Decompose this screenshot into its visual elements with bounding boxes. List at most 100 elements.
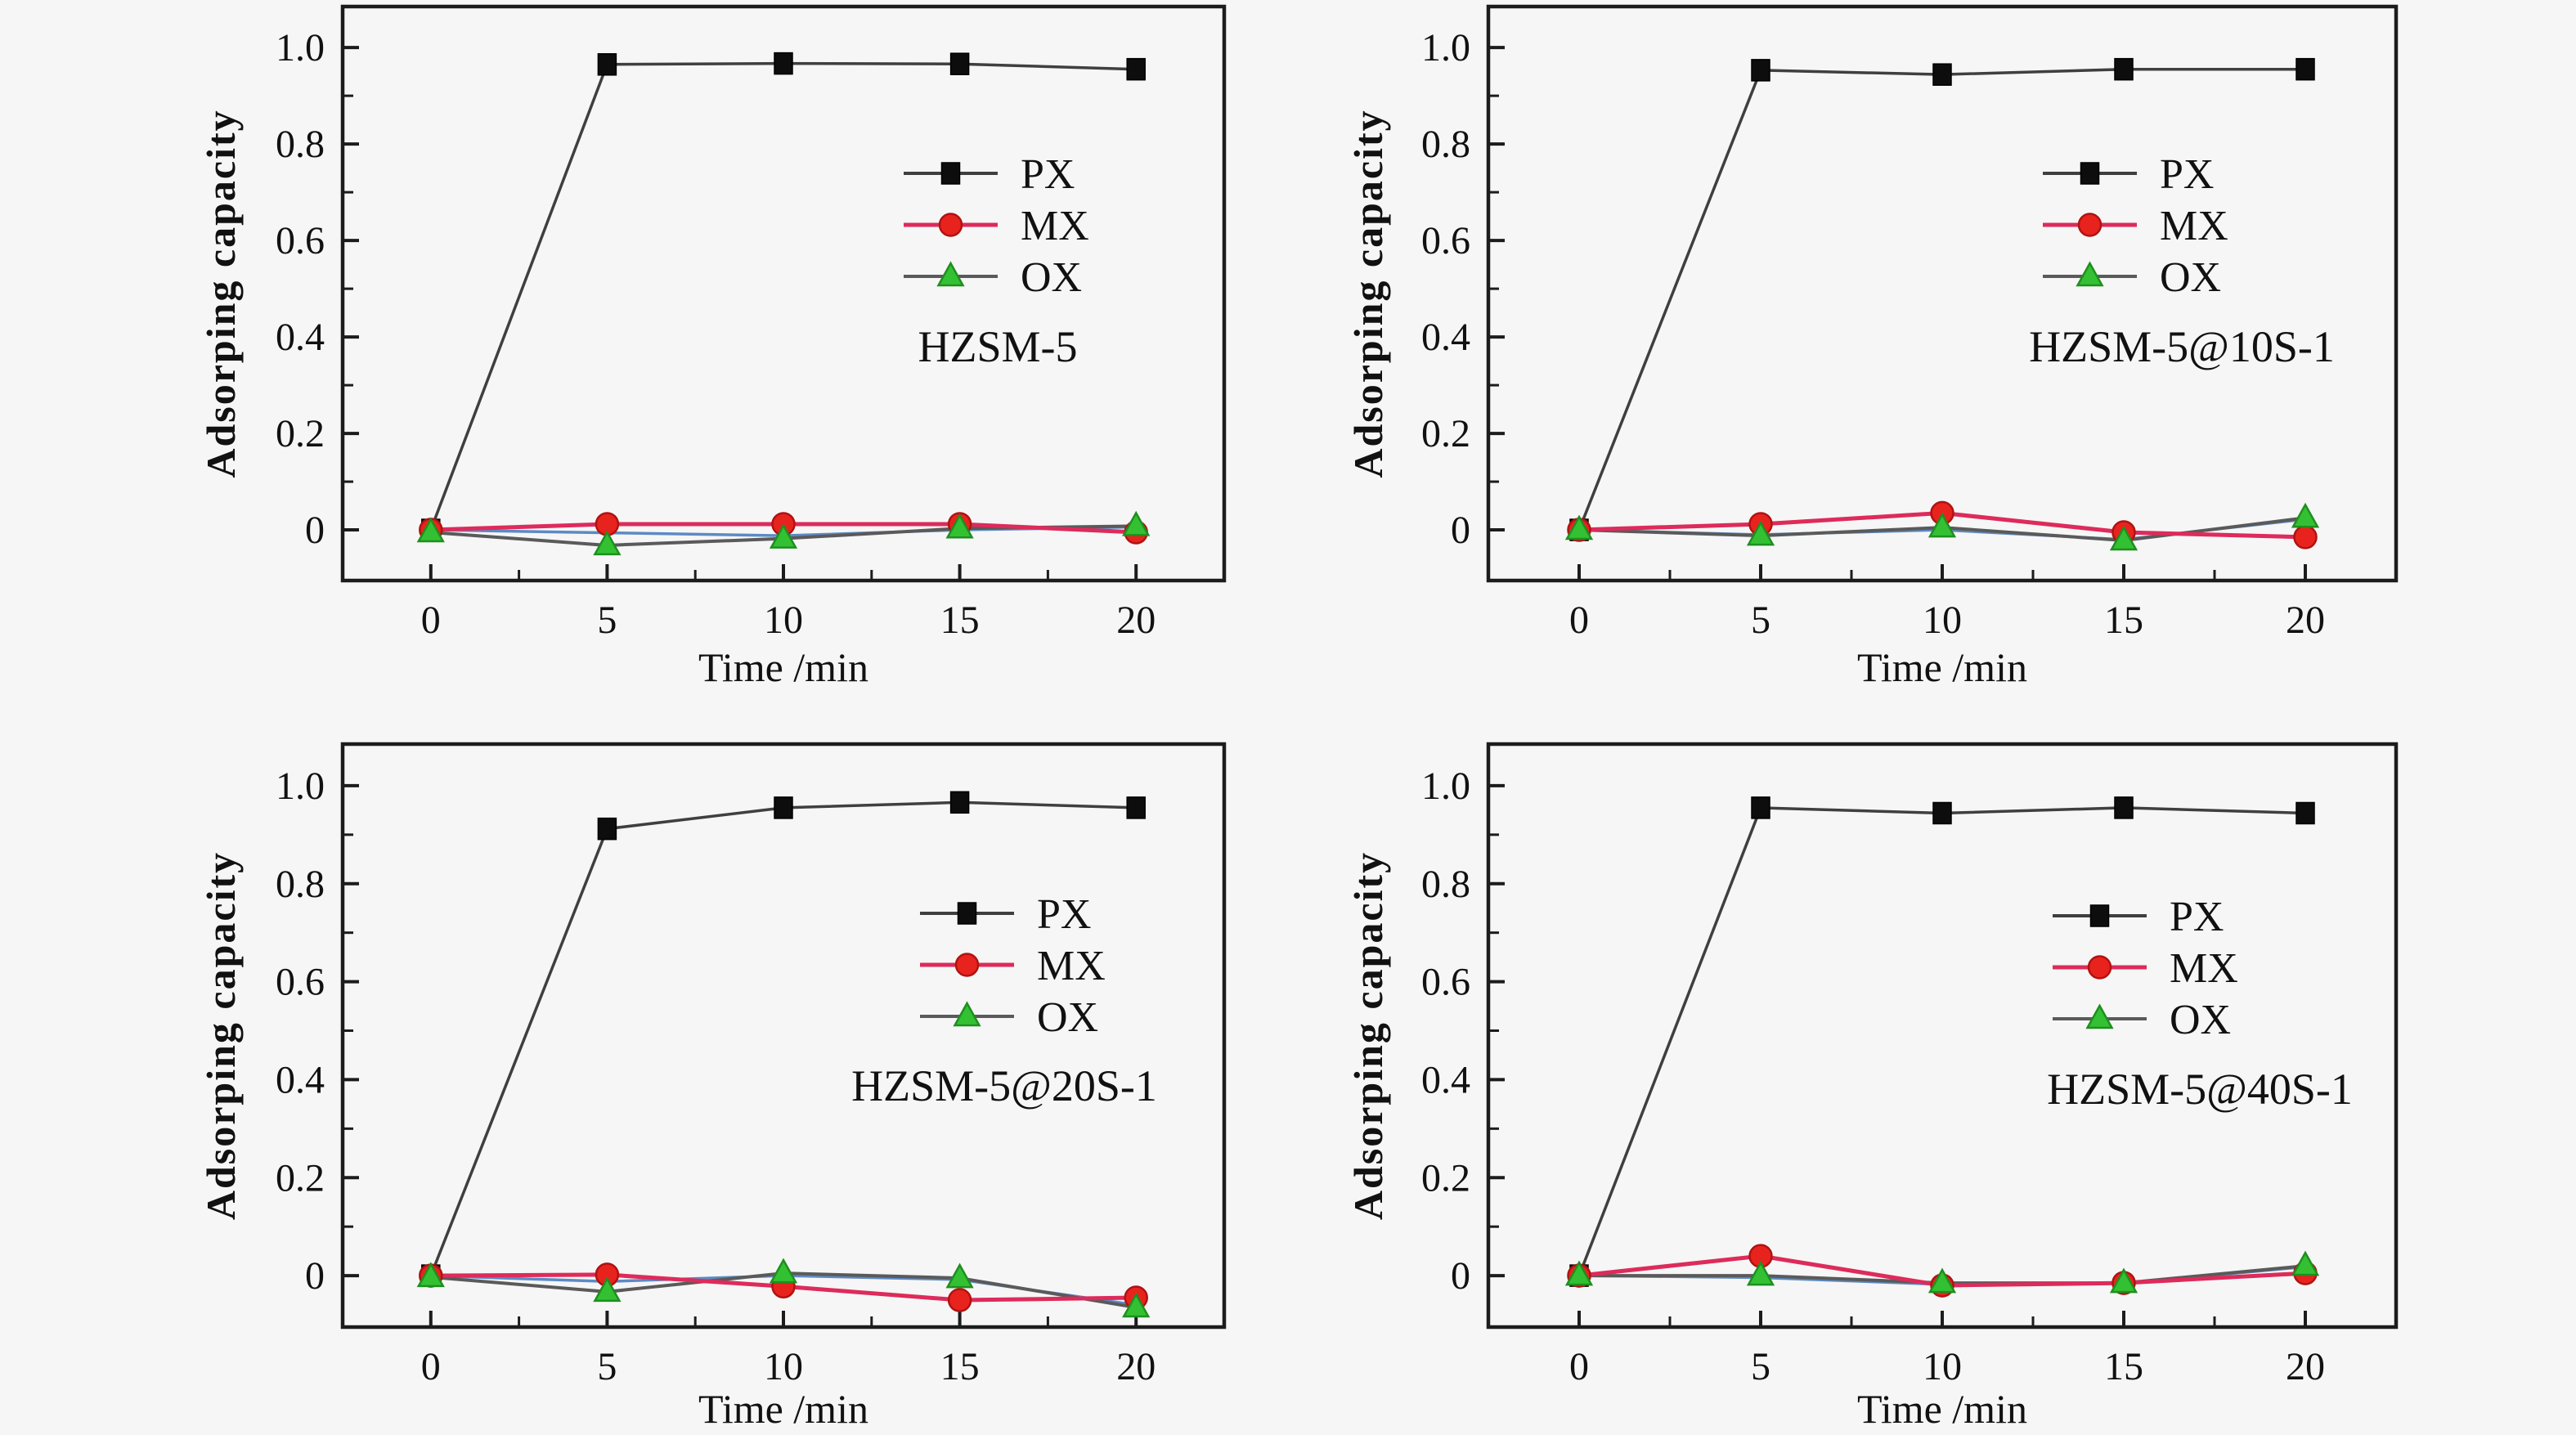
legend-triangle-marker: [2085, 1003, 2114, 1029]
mx-marker: [947, 1288, 972, 1312]
px-marker: [2296, 801, 2315, 825]
legend-item-px: PX: [2043, 151, 2214, 198]
x-tick-label: 20: [1116, 1345, 1156, 1388]
plot-frame: [1486, 4, 2399, 583]
x-tick-label: 15: [940, 599, 980, 642]
ox-marker: [2291, 1250, 2320, 1276]
legend: PX MX OX: [2053, 894, 2238, 1043]
x-tick-label: 5: [1751, 1345, 1770, 1388]
chart-hzsm-5-40s-1: 0 0.2 0.4 0.6 0.8 1.0 0 5 10 15 20 Time /min Adsorpi…: [1345, 742, 2399, 1432]
y-tick-label: 0.2: [276, 412, 325, 455]
legend-square-marker: [2080, 162, 2100, 185]
y-tick-label: 0.4: [1421, 316, 1470, 359]
legend-label: OX: [1037, 994, 1098, 1041]
px-marker: [2114, 796, 2134, 819]
x-axis-label: Time /min: [1857, 1386, 2027, 1432]
y-tick-label: 0: [1451, 509, 1470, 552]
y-tick-label: 0.4: [1421, 1058, 1470, 1101]
y-axis-label: Adsorping capacity: [1345, 109, 1391, 478]
legend-label: OX: [2170, 997, 2231, 1043]
y-tick-label: 0.4: [276, 316, 325, 359]
ox-marker: [1564, 514, 1594, 540]
chart-hzsm-5: 0 0.2 0.4 0.6 0.8 1.0 0 5 10 15 20 Time /min Adsorpi…: [198, 4, 1227, 690]
legend-square-marker: [2089, 904, 2110, 927]
legend-label: PX: [1021, 151, 1075, 198]
legend-label: MX: [2170, 945, 2238, 992]
ox-marker: [769, 1258, 798, 1284]
y-axis-label: Adsorping capacity: [1345, 851, 1391, 1220]
ox-marker: [1746, 1260, 1775, 1286]
legend-label: PX: [2160, 151, 2214, 198]
px-marker: [949, 791, 970, 814]
legend-item-mx: MX: [904, 203, 1089, 249]
x-tick-label: 5: [1751, 599, 1770, 642]
legend-circle-marker: [938, 213, 963, 237]
y-tick-label: 0.6: [276, 961, 325, 1004]
x-axis-label: Time /min: [698, 1386, 868, 1432]
mx-marker: [2293, 525, 2318, 549]
legend: PX MX OX: [920, 891, 1106, 1041]
px-marker: [597, 53, 617, 76]
chart-hzsm-5-20s-1: 0 0.2 0.4 0.6 0.8 1.0 0 5 10 15 20 Time /min Adsorpi…: [198, 742, 1227, 1432]
legend-item-ox: OX: [920, 994, 1098, 1041]
legend-square-marker: [957, 902, 977, 925]
ox-marker: [416, 1262, 445, 1288]
legend-label: PX: [1037, 891, 1091, 938]
y-tick-label: 0.8: [276, 863, 325, 906]
y-axis-label: Adsorping capacity: [198, 851, 244, 1220]
ox-marker: [416, 517, 445, 543]
legend-square-marker: [940, 162, 961, 185]
legend-item-px: PX: [904, 151, 1075, 198]
x-tick-label: 0: [421, 1345, 441, 1388]
legend-label: MX: [1037, 943, 1106, 989]
x-tick-label: 15: [2104, 1345, 2143, 1388]
legend-label: MX: [2160, 203, 2228, 249]
px-marker: [774, 796, 793, 819]
ox-marker: [1122, 510, 1151, 536]
legend-label: PX: [2170, 894, 2224, 940]
plot-frame: [340, 742, 1227, 1330]
y-tick-label: 0.6: [276, 219, 325, 262]
px-marker: [1751, 59, 1770, 82]
y-tick-label: 0: [1451, 1254, 1470, 1298]
legend-item-mx: MX: [920, 943, 1106, 989]
px-marker: [1932, 63, 1952, 86]
ox-marker: [2109, 525, 2138, 551]
ox-marker: [1928, 1267, 1957, 1294]
chart-title: HZSM-5@40S-1: [2047, 1065, 2353, 1114]
px-marker: [1126, 796, 1146, 819]
plot-frame: [340, 4, 1227, 583]
chart-title: HZSM-5@10S-1: [2029, 322, 2335, 371]
px-marker: [1932, 801, 1952, 825]
y-tick-label: 1.0: [1421, 26, 1470, 70]
plot-frame: [1486, 742, 2399, 1330]
ox-marker: [593, 1276, 622, 1303]
x-tick-label: 10: [764, 599, 803, 642]
legend-circle-marker: [954, 953, 980, 977]
x-tick-label: 10: [1923, 1345, 1962, 1388]
legend-triangle-marker: [953, 1001, 981, 1027]
y-tick-label: 1.0: [276, 765, 325, 808]
px-line: [429, 800, 1137, 1276]
legend-item-ox: OX: [904, 254, 1082, 301]
x-tick-label: 5: [597, 599, 617, 642]
legend-item-mx: MX: [2053, 945, 2238, 992]
y-tick-label: 0.2: [276, 1156, 325, 1200]
ox-marker: [1564, 1260, 1594, 1286]
x-tick-label: 5: [597, 1345, 617, 1388]
px-marker: [774, 52, 793, 75]
chart-title: HZSM-5@20S-1: [851, 1061, 1157, 1110]
y-tick-label: 0.4: [276, 1058, 325, 1101]
legend-label: OX: [1021, 254, 1082, 301]
legend: PX MX OX: [904, 151, 1089, 301]
legend-item-px: PX: [920, 891, 1091, 938]
chart-title: HZSM-5: [918, 322, 1077, 371]
ox-marker: [945, 1262, 974, 1289]
legend-label: OX: [2160, 254, 2221, 301]
y-tick-label: 0.8: [276, 123, 325, 166]
y-tick-label: 0.6: [1421, 961, 1470, 1004]
legend-label: MX: [1021, 203, 1089, 249]
px-marker: [597, 817, 617, 841]
